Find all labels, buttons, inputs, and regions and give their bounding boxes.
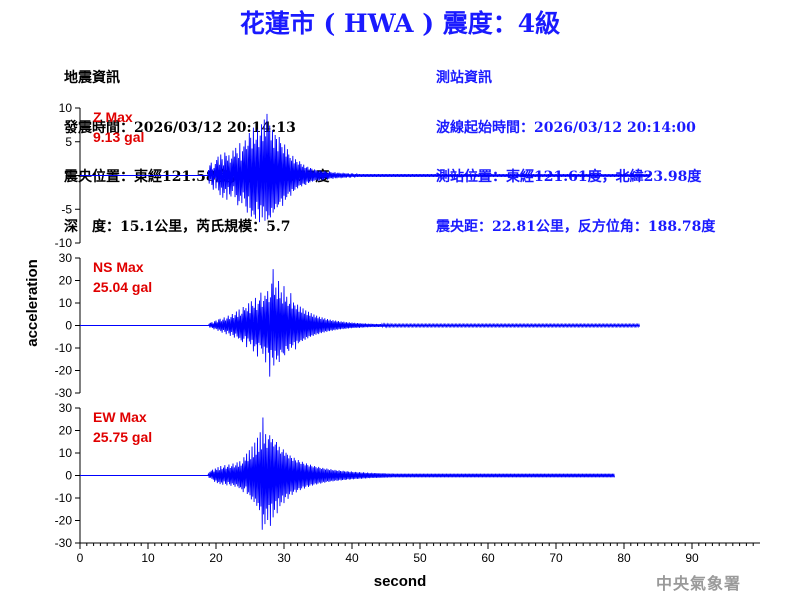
x-tick-label: 40: [345, 551, 359, 565]
ns-y-tick-label: 10: [59, 296, 73, 310]
x-tick-label: 80: [617, 551, 631, 565]
earthquake-info-heading: 地震資訊: [64, 70, 120, 86]
ns-waveform-line: [80, 269, 641, 377]
ns-y-tick-label: 0: [65, 319, 72, 333]
ns-y-tick-label: -10: [55, 341, 73, 355]
ns-y-tick-label: 30: [59, 251, 73, 265]
ew-y-tick-label: 0: [65, 469, 72, 483]
station-info: 測站資訊 波線起始時間：2026/03/12 20:14:00 測站位置：東經1…: [436, 37, 715, 252]
ew-y-tick-label: 20: [59, 424, 73, 438]
x-axis-title: second: [374, 573, 427, 590]
ew-waveform-line: [80, 417, 615, 530]
x-tick-label: 90: [685, 551, 699, 565]
ew-max-value: 25.75 gal: [93, 429, 152, 445]
x-tick-label: 30: [277, 551, 291, 565]
x-tick-label: 20: [209, 551, 223, 565]
y-axis-title: acceleration: [24, 259, 41, 347]
x-tick-label: 10: [141, 551, 155, 565]
z-y-tick-label: 0: [65, 169, 72, 183]
depth-magnitude: 深 度：15.1公里，芮氏規模：5.7: [64, 218, 291, 235]
z-y-tick-label: -10: [55, 236, 73, 250]
z-y-tick-label: -5: [61, 202, 72, 216]
ns-y-tick-label: -30: [55, 386, 73, 400]
ew-y-tick-label: -20: [55, 514, 73, 528]
ew-y-tick-label: 10: [59, 446, 73, 460]
z-y-tick-label: 5: [65, 135, 72, 149]
station-location: 測站位置：東經121.61度，北緯23.98度: [436, 169, 702, 185]
ew-y-tick-label: 30: [59, 401, 73, 415]
ns-max-label: NS Max: [93, 259, 144, 275]
station-info-heading: 測站資訊: [436, 70, 492, 86]
z-max-value: 9.13 gal: [93, 129, 144, 145]
x-tick-label: 50: [413, 551, 427, 565]
x-tick-label: 60: [481, 551, 495, 565]
ns-y-tick-label: 20: [59, 274, 73, 288]
cwa-watermark: 中央氣象署: [656, 574, 742, 593]
x-tick-label: 70: [549, 551, 563, 565]
z-max-label: Z Max: [93, 109, 133, 125]
page-title: 花蓮市 ( HWA ) 震度：4級: [239, 9, 561, 38]
ew-y-tick-label: -10: [55, 491, 73, 505]
ns-max-value: 25.04 gal: [93, 279, 152, 295]
ew-max-label: EW Max: [93, 409, 147, 425]
z-waveform-line: [80, 113, 651, 223]
epicentral-distance: 震央距：22.81公里，反方位角：188.78度: [436, 218, 716, 235]
wave-start-time: 波線起始時間：2026/03/12 20:14:00: [436, 119, 696, 136]
x-tick-label: 0: [77, 551, 84, 565]
z-y-tick-label: 10: [59, 101, 73, 115]
ew-y-tick-label: -30: [55, 536, 73, 550]
ns-y-tick-label: -20: [55, 364, 73, 378]
